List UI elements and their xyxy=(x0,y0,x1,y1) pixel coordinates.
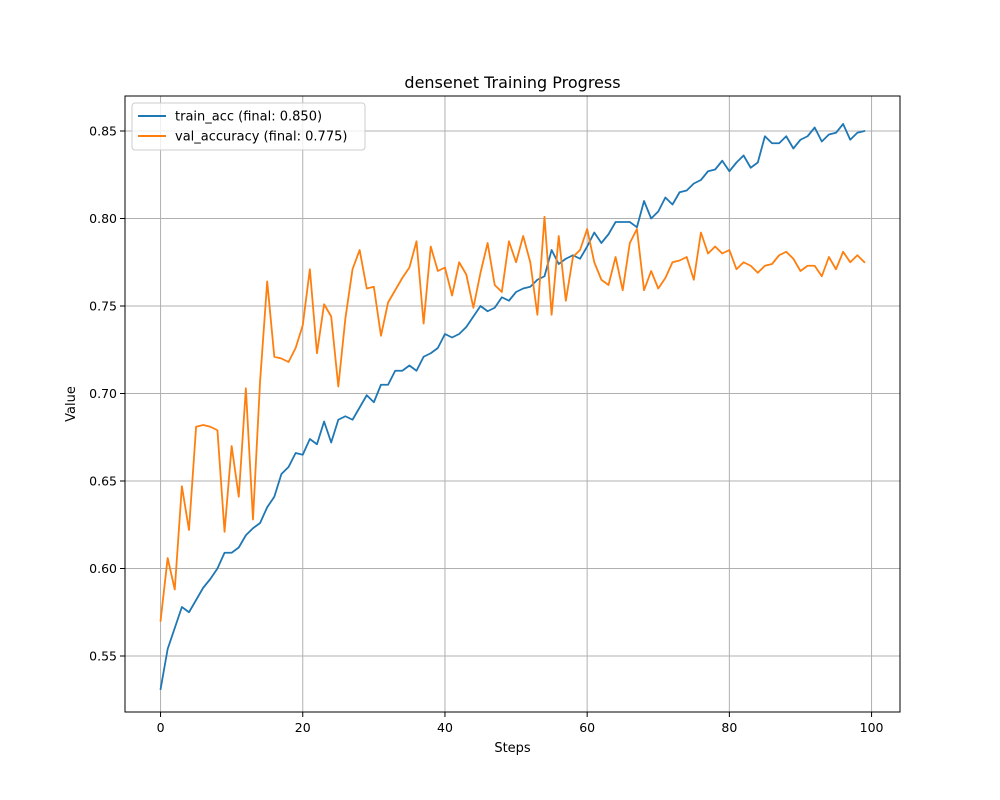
x-tick-label: 80 xyxy=(721,720,737,735)
y-tick-label: 0.85 xyxy=(89,124,117,139)
x-axis-label: Steps xyxy=(494,741,531,756)
y-tick-label: 0.80 xyxy=(89,211,117,226)
x-tick-label: 100 xyxy=(860,720,884,735)
y-axis-label: Value xyxy=(64,386,79,422)
series-lines xyxy=(159,123,866,691)
y-tick-label: 0.55 xyxy=(89,649,117,664)
y-axis: 0.55 0.60 0.65 0.70 0.75 0.80 0.85 xyxy=(89,124,125,664)
legend-box xyxy=(131,102,366,151)
x-tick-label: 20 xyxy=(295,720,311,735)
x-tick-label: 60 xyxy=(579,720,595,735)
legend-label-train-acc: train_acc (final: 0.850) xyxy=(175,110,322,125)
x-tick-label: 40 xyxy=(437,720,453,735)
y-tick-label: 0.75 xyxy=(89,299,117,314)
chart-title: densenet Training Progress xyxy=(404,73,620,92)
legend-label-val-accuracy: val_accuracy (final: 0.775) xyxy=(175,130,347,145)
y-tick-label: 0.60 xyxy=(89,561,117,576)
series-line-val-accuracy xyxy=(159,215,866,622)
y-tick-label: 0.65 xyxy=(89,474,117,489)
series-line-train-acc xyxy=(159,123,866,691)
y-tick-label: 0.70 xyxy=(89,386,117,401)
plot-area-frame xyxy=(124,95,901,713)
legend: train_acc (final: 0.850) val_accuracy (f… xyxy=(131,102,366,151)
x-tick-label: 0 xyxy=(157,720,165,735)
x-axis: 0 20 40 60 80 100 xyxy=(157,712,884,735)
